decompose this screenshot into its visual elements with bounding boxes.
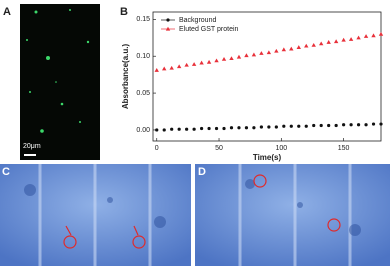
data-point (251, 52, 257, 57)
panel-label: A (3, 6, 11, 18)
data-point (229, 56, 234, 61)
data-point (199, 126, 204, 131)
data-point (379, 122, 383, 126)
data-point (304, 43, 309, 48)
data-point (341, 37, 346, 42)
data-point (274, 125, 278, 129)
data-point (311, 42, 316, 47)
data-point (334, 123, 338, 128)
data-point (236, 54, 242, 59)
data-point (282, 124, 286, 128)
fluorescent-spots (26, 9, 90, 133)
data-point (162, 128, 166, 132)
legend-label: Background (179, 17, 216, 24)
data-point (378, 31, 384, 36)
data-point (206, 59, 212, 64)
data-point (259, 125, 263, 129)
data-point (252, 126, 256, 130)
data-point (304, 124, 308, 128)
data-point (326, 40, 331, 44)
fluorescence-image (20, 4, 100, 160)
data-point (371, 122, 376, 126)
legend-marker (166, 18, 170, 22)
data-point (214, 126, 219, 131)
data-point (192, 127, 196, 131)
panel-label: C (2, 166, 10, 178)
data-point (259, 51, 264, 55)
data-point (177, 127, 181, 131)
data-point (155, 128, 159, 132)
data-point (356, 35, 361, 40)
data-point (267, 125, 271, 129)
x-axis-label: Time(s) (253, 153, 282, 162)
data-point (185, 127, 189, 131)
data-point (199, 60, 204, 65)
data-point (229, 126, 234, 130)
data-point (176, 64, 182, 69)
data-point (244, 126, 249, 130)
data-point (333, 39, 339, 44)
scale-label: 20μm (23, 143, 41, 150)
data-point (207, 126, 211, 131)
legend-marker (165, 26, 171, 31)
y-axis-label: Absorbance(a.u.) (121, 43, 130, 109)
data-point (348, 37, 354, 41)
data-point (281, 47, 287, 52)
data-point (312, 123, 316, 128)
data-point (244, 53, 249, 58)
data-point (356, 123, 361, 127)
x-tick-label: 100 (275, 145, 287, 152)
data-point (169, 65, 174, 70)
x-tick-label: 50 (215, 145, 223, 152)
data-point (222, 126, 226, 131)
data-point (296, 45, 301, 49)
x-tick-label: 150 (338, 145, 350, 152)
data-point (221, 56, 227, 61)
data-point (349, 123, 353, 127)
data-point (319, 123, 323, 128)
microscope-image (0, 164, 390, 266)
data-point (289, 124, 293, 128)
x-tick-label: 0 (155, 145, 159, 152)
data-point (327, 123, 331, 128)
data-point (371, 33, 376, 38)
data-point (237, 126, 241, 130)
y-tick-label: 0.10 (136, 53, 150, 60)
panel-label: B (120, 6, 128, 18)
y-tick-label: 0.00 (136, 127, 150, 134)
data-point (154, 68, 159, 72)
data-point (289, 46, 294, 51)
data-point (214, 58, 219, 63)
data-point (266, 50, 272, 55)
data-point (184, 62, 189, 67)
data-point (191, 62, 197, 66)
data-point (274, 48, 279, 53)
data-point (318, 41, 324, 46)
y-tick-label: 0.05 (136, 90, 150, 97)
plot-frame (152, 11, 382, 142)
chart: 0.00 0.05 0.10 0.15 0 50 100 150 Time(s) Absorban… (121, 11, 384, 162)
data-point (297, 124, 301, 128)
y-tick-label: 0.15 (136, 16, 150, 23)
data-point (170, 127, 174, 131)
data-point (364, 123, 368, 127)
data-point (162, 66, 167, 71)
scale-bar (24, 154, 36, 156)
data-point (363, 34, 369, 38)
panel-label: D (198, 166, 206, 178)
data-point (342, 123, 346, 127)
legend-label: Eluted GST protein (179, 26, 239, 33)
